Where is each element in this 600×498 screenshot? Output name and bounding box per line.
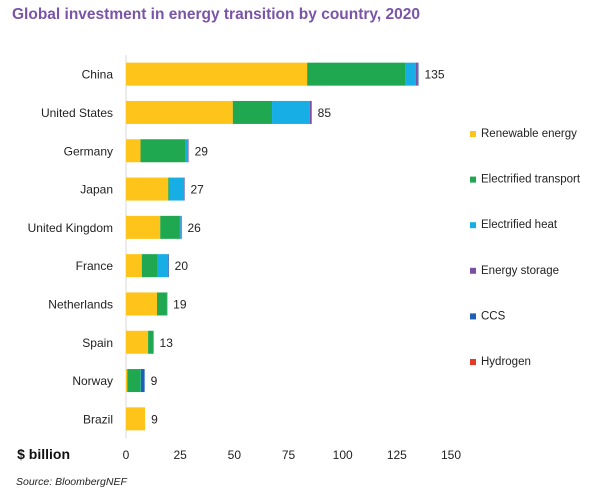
total-label: 27 — [191, 183, 205, 197]
total-label: 13 — [160, 336, 174, 350]
legend-swatch — [470, 131, 476, 137]
bar-segment — [140, 369, 145, 393]
bar-segment — [417, 62, 419, 86]
total-labels: 135 85 29 27 26 20 19 13 9 9 — [151, 68, 445, 427]
bar-segment — [166, 292, 168, 316]
total-label: 26 — [187, 221, 201, 235]
category-label: Brazil — [83, 412, 113, 426]
total-label: 20 — [175, 259, 189, 273]
bar-segment — [232, 100, 273, 124]
category-label: France — [76, 259, 114, 273]
x-axis-title: $ billion — [17, 446, 70, 462]
bar-segment — [126, 292, 157, 316]
bar-segment — [156, 292, 167, 316]
legend: Renewable energy Electrified transport Ele… — [470, 128, 581, 368]
bar-segment — [181, 215, 182, 239]
legend-label: Electrified transport — [481, 174, 581, 186]
category-labels: China United States Germany Japan United Kin… — [28, 68, 114, 427]
bar-segment — [307, 62, 406, 86]
legend-swatch — [470, 313, 476, 320]
bars — [126, 62, 419, 431]
bar-segment — [126, 254, 142, 278]
x-axis: $ billion 0 25 50 75 100 125 150 — [17, 446, 461, 462]
bar-segment — [168, 177, 170, 201]
bar-segment — [185, 139, 189, 163]
bar-segment — [272, 100, 310, 124]
legend-label: Hydrogen — [481, 356, 531, 368]
bar-segment — [126, 215, 161, 239]
category-label: Netherlands — [48, 297, 113, 311]
total-label: 135 — [425, 68, 445, 82]
x-tick-label: 150 — [441, 448, 461, 462]
bar-segment — [311, 100, 312, 124]
source-note: Source: BloombergNEF — [16, 476, 127, 488]
bar-segment — [168, 254, 169, 278]
category-label: Germany — [64, 144, 113, 158]
bar-segment — [179, 215, 181, 239]
category-label: United States — [41, 106, 113, 120]
x-tick-label: 25 — [173, 448, 187, 462]
bar-segment — [126, 100, 233, 124]
bar-segment — [153, 330, 154, 354]
legend-swatch — [470, 267, 476, 274]
x-tick-label: 75 — [282, 448, 296, 462]
category-label: United Kingdom — [28, 221, 113, 235]
category-label: Japan — [80, 183, 113, 197]
category-label: China — [82, 68, 114, 82]
bar-segment — [126, 177, 169, 201]
legend-label: CCS — [481, 310, 506, 322]
bar-segment — [140, 139, 186, 163]
category-label: Norway — [72, 374, 113, 388]
bar-segment — [188, 139, 189, 163]
x-tick-label: 0 — [123, 448, 130, 462]
bar-segment — [126, 407, 146, 431]
x-tick-label: 50 — [228, 448, 242, 462]
bar-segment — [157, 254, 169, 278]
total-label: 85 — [318, 106, 332, 120]
bar-segment — [160, 215, 180, 239]
total-label: 9 — [151, 412, 158, 426]
total-label: 9 — [151, 374, 158, 388]
total-label: 19 — [173, 297, 187, 311]
legend-label: Renewable energy — [481, 128, 577, 140]
bar-segment — [415, 62, 418, 86]
bar-segment — [127, 369, 141, 393]
chart-title: Global investment in energy transition b… — [12, 6, 420, 23]
x-tick-label: 125 — [387, 448, 407, 462]
legend-swatch — [470, 359, 476, 365]
bar-segment — [309, 100, 312, 124]
bar-segment — [184, 177, 185, 201]
bar-segment — [126, 62, 308, 86]
legend-label: Energy storage — [481, 265, 559, 277]
bar-segment — [148, 330, 154, 354]
bar-segment — [126, 330, 149, 354]
x-tick-label: 100 — [333, 448, 353, 462]
bar-segment — [141, 254, 158, 278]
legend-swatch — [470, 176, 476, 183]
bar-segment — [405, 62, 416, 86]
bar-segment — [180, 215, 182, 239]
bar-segment — [169, 177, 185, 201]
total-label: 29 — [195, 144, 209, 158]
legend-swatch — [470, 222, 476, 229]
bar-segment — [126, 369, 128, 393]
legend-label: Electrified heat — [481, 219, 558, 231]
bar-segment — [126, 139, 141, 163]
category-label: Spain — [82, 336, 113, 350]
